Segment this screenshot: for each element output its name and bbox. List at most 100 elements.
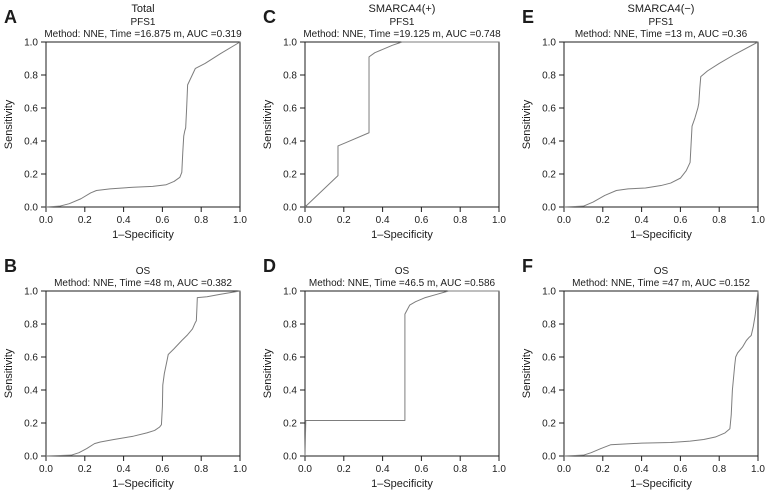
y-tick-label: 0.2 <box>542 419 556 430</box>
x-tick-label: 0.0 <box>298 215 312 226</box>
x-tick-label: 0.0 <box>39 215 53 226</box>
y-tick-label: 0.4 <box>542 137 556 148</box>
roc-panel-A: A Total PFS1 Method: NNE, Time =16.875 m, A… <box>0 0 259 249</box>
x-tick-label: 0.0 <box>298 464 312 475</box>
plot-box <box>45 41 241 208</box>
x-tick-label: 1.0 <box>751 215 765 226</box>
y-tick-label: 0.6 <box>24 353 38 364</box>
y-tick-label: 0.6 <box>542 104 556 115</box>
y-tick-label: 0.0 <box>283 203 297 214</box>
x-tick-label: 0.2 <box>337 215 351 226</box>
y-tick-label: 0.6 <box>542 353 556 364</box>
plot-title-line: PFS1 <box>389 17 414 28</box>
roc-panel-F: F OS Method: NNE, Time =47 m, AUC =0.152 0.… <box>518 249 777 498</box>
x-axis-label: 1–Specificity <box>630 229 692 241</box>
x-axis-label: 1–Specificity <box>630 478 692 490</box>
panel-letter-F: F <box>522 256 533 276</box>
x-tick-label: 0.2 <box>596 215 610 226</box>
y-tick-label: 0.2 <box>24 419 38 430</box>
x-tick-label: 0.4 <box>117 215 131 226</box>
roc-curve <box>563 41 759 208</box>
method-auc-line: Method: NNE, Time =19.125 m, AUC =0.748 <box>303 29 501 40</box>
plot-box <box>563 41 759 208</box>
y-tick-label: 0.0 <box>24 452 38 463</box>
x-tick-label: 0.8 <box>712 215 726 226</box>
x-tick-label: 0.0 <box>557 215 571 226</box>
plot-box <box>304 41 500 208</box>
roc-panel-B: B OS Method: NNE, Time =48 m, AUC =0.382 0.… <box>0 249 259 498</box>
y-tick-label: 0.2 <box>283 419 297 430</box>
x-tick-label: 0.4 <box>635 464 649 475</box>
x-axis-label: 1–Specificity <box>371 478 433 490</box>
method-auc-line: Method: NNE, Time =46.5 m, AUC =0.586 <box>309 278 496 289</box>
plot-title-line: PFS1 <box>648 17 673 28</box>
panel-letter-B: B <box>4 256 17 276</box>
plot-title-line: OS <box>136 266 151 277</box>
y-tick-label: 0.2 <box>283 170 297 181</box>
x-tick-label: 0.6 <box>673 464 687 475</box>
x-tick-label: 1.0 <box>751 464 765 475</box>
y-tick-label: 0.8 <box>283 71 297 82</box>
roc-panel-E: E SMARCA4(−) PFS1 Method: NNE, Time =13 m, … <box>518 0 777 249</box>
x-tick-label: 0.4 <box>635 215 649 226</box>
plot-box <box>304 290 500 457</box>
method-auc-line: Method: NNE, Time =48 m, AUC =0.382 <box>54 278 232 289</box>
x-tick-label: 0.6 <box>414 215 428 226</box>
y-tick-label: 0.0 <box>542 452 556 463</box>
x-tick-label: 0.6 <box>155 464 169 475</box>
plot-box <box>45 290 241 457</box>
x-tick-label: 0.4 <box>376 215 390 226</box>
x-tick-label: 0.8 <box>453 464 467 475</box>
plot-title-line: OS <box>395 266 410 277</box>
x-tick-label: 1.0 <box>492 464 506 475</box>
method-auc-line: Method: NNE, Time =13 m, AUC =0.36 <box>575 29 748 40</box>
panel-letter-A: A <box>4 7 17 27</box>
roc-panel-C: C SMARCA4(+) PFS1 Method: NNE, Time =19.125… <box>259 0 518 249</box>
x-tick-label: 0.4 <box>376 464 390 475</box>
panel-letter-D: D <box>263 256 276 276</box>
y-tick-label: 1.0 <box>24 38 38 49</box>
x-tick-label: 0.2 <box>337 464 351 475</box>
x-tick-label: 0.8 <box>712 464 726 475</box>
x-tick-label: 0.8 <box>453 215 467 226</box>
plot-title-line: SMARCA4(−) <box>628 3 695 15</box>
y-tick-label: 1.0 <box>283 287 297 298</box>
x-axis-label: 1–Specificity <box>112 478 174 490</box>
y-axis-label: Sensitivity <box>262 99 274 149</box>
y-tick-label: 0.6 <box>24 104 38 115</box>
x-tick-label: 1.0 <box>233 464 247 475</box>
x-axis-label: 1–Specificity <box>112 229 174 241</box>
y-axis-label: Sensitivity <box>521 99 533 149</box>
y-tick-label: 0.0 <box>24 203 38 214</box>
y-tick-label: 0.0 <box>283 452 297 463</box>
y-axis-label: Sensitivity <box>521 348 533 398</box>
x-tick-label: 0.6 <box>414 464 428 475</box>
y-tick-label: 0.2 <box>542 170 556 181</box>
y-tick-label: 0.4 <box>24 386 38 397</box>
y-tick-label: 0.8 <box>542 320 556 331</box>
method-auc-line: Method: NNE, Time =47 m, AUC =0.152 <box>572 278 750 289</box>
y-tick-label: 0.2 <box>24 170 38 181</box>
x-tick-label: 0.0 <box>39 464 53 475</box>
plot-title-line: Total <box>131 3 154 15</box>
method-auc-line: Method: NNE, Time =16.875 m, AUC =0.319 <box>44 29 242 40</box>
x-tick-label: 1.0 <box>492 215 506 226</box>
y-tick-label: 0.6 <box>283 353 297 364</box>
panel-letter-E: E <box>522 7 534 27</box>
x-tick-label: 0.2 <box>78 464 92 475</box>
x-tick-label: 0.8 <box>194 215 208 226</box>
x-tick-label: 0.6 <box>155 215 169 226</box>
y-tick-label: 1.0 <box>542 287 556 298</box>
plot-box <box>563 290 759 457</box>
roc-panel-D: D OS Method: NNE, Time =46.5 m, AUC =0.586… <box>259 249 518 498</box>
roc-curve <box>45 41 241 208</box>
x-tick-label: 0.2 <box>596 464 610 475</box>
y-axis-label: Sensitivity <box>262 348 274 398</box>
